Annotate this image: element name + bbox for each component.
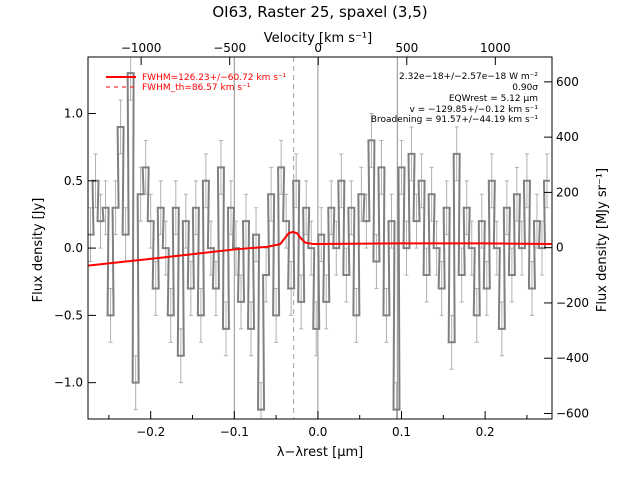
y2-axis-label: Flux density [MJy sr⁻¹]	[595, 168, 610, 312]
legend-label-fwhm-th: FWHM_th=86.57 km s⁻¹	[142, 83, 251, 93]
y-tick-label: 1.0	[64, 107, 83, 121]
y-tick-label: 0.0	[64, 241, 83, 255]
chart-title: OI63, Raster 25, spaxel (3,5)	[212, 3, 427, 21]
y2-tick-label: 200	[556, 185, 579, 199]
legend-label-fwhm: FWHM=126.23+/−60.72 km s⁻¹	[142, 73, 287, 83]
y2-tick-label: −600	[556, 406, 589, 420]
annotation-line-sigma: 0.90σ	[512, 83, 538, 93]
x-tick-label: 0.1	[392, 425, 411, 439]
x2-tick-label: −500	[213, 41, 246, 55]
x-tick-label: −0.2	[136, 425, 165, 439]
annotation-line-flux: 2.32e−18+/−2.57e−18 W m⁻²	[399, 72, 538, 82]
y-tick-label: −0.5	[54, 308, 83, 322]
annotation-line-velocity: v = −129.85+/−0.12 km s⁻¹	[409, 105, 538, 115]
y2-tick-label: 400	[556, 130, 579, 144]
x2-tick-label: 0	[314, 41, 322, 55]
y2-tick-label: −400	[556, 351, 589, 365]
y-axis-label: Flux density [Jy]	[31, 198, 46, 303]
annotation-line-broadening: Broadening = 91.57+/−44.19 km s⁻¹	[371, 115, 539, 125]
annotation-block: 2.32e−18+/−2.57e−18 W m⁻² 0.90σ EQWrest …	[371, 72, 539, 125]
y2-tick-label: 0	[556, 241, 564, 255]
y2-tick-label: −200	[556, 296, 589, 310]
x-tick-label: 0.0	[308, 425, 327, 439]
annotation-line-eqw: EQWrest = 5.12 μm	[449, 94, 538, 104]
x2-tick-label: 1000	[480, 41, 511, 55]
x-axis-label: λ−λrest [μm]	[277, 445, 363, 460]
x2-axis-label: Velocity [km s⁻¹]	[264, 31, 372, 46]
legend: FWHM=126.23+/−60.72 km s⁻¹ FWHM_th=86.57…	[106, 73, 287, 93]
x-tick-label: 0.2	[476, 425, 495, 439]
x-tick-label: −0.1	[220, 425, 249, 439]
plot-area: −0.2 −0.1 0.0 0.1 0.2 −1000 −500 0 500 1000 −1.0 −0…	[54, 41, 589, 439]
y-tick-label: 0.5	[64, 174, 83, 188]
plot-frame	[87, 56, 553, 420]
y2-tick-label: 600	[556, 75, 579, 89]
data-step-line	[87, 72, 550, 411]
fit-line	[87, 230, 553, 267]
y-tick-label: −1.0	[54, 376, 83, 390]
x2-tick-label: 500	[395, 41, 418, 55]
x2-tick-label: −1000	[121, 41, 162, 55]
